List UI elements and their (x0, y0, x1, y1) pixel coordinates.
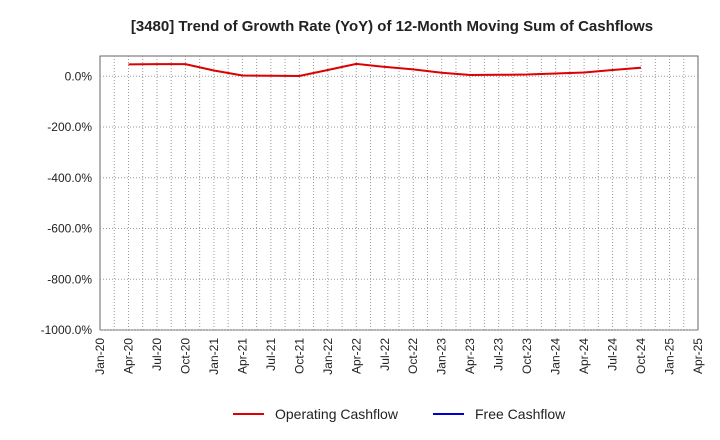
x-tick-label: Jul-22 (378, 338, 392, 371)
plot-area (99, 55, 699, 331)
x-tick-label: Apr-22 (349, 338, 363, 374)
x-tick-label: Oct-20 (178, 338, 192, 374)
x-tick-label: Apr-21 (235, 338, 249, 374)
x-tick-label: Oct-23 (520, 338, 534, 374)
legend-label: Operating Cashflow (275, 406, 399, 422)
x-tick-label: Jul-24 (606, 338, 620, 371)
grid (100, 56, 698, 331)
x-tick-label: Jul-23 (492, 338, 506, 371)
series-line (128, 62, 642, 78)
y-tick-label: -800.0% (47, 272, 92, 286)
y-tick-label: -400.0% (47, 171, 92, 185)
x-tick-label: Jan-20 (93, 338, 107, 375)
x-tick-label: Apr-20 (121, 338, 135, 374)
x-axis-ticks: Jan-20 Apr-20 Jul-20 Oct-20 Jan-21 Apr-21 Jul-… (93, 338, 705, 375)
legend-label: Free Cashflow (475, 406, 566, 422)
x-tick-label: Jul-20 (150, 338, 164, 371)
y-tick-label: -200.0% (47, 120, 92, 134)
x-tick-label: Jan-22 (321, 338, 335, 375)
y-tick-label: 0.0% (65, 69, 93, 83)
x-tick-label: Oct-24 (634, 338, 648, 374)
x-tick-label: Oct-22 (406, 338, 420, 374)
x-tick-label: Jul-21 (264, 338, 278, 371)
x-tick-label: Jan-24 (549, 338, 563, 375)
x-tick-label: Oct-21 (292, 338, 306, 374)
y-axis-ticks: 0.0% -200.0% -400.0% -600.0% -800.0% -1000.0% (41, 69, 93, 337)
x-tick-label: Apr-24 (577, 338, 591, 374)
series-lines (128, 62, 642, 78)
x-tick-label: Apr-25 (691, 338, 705, 374)
x-tick-label: Jan-25 (663, 338, 677, 375)
y-tick-label: -600.0% (47, 222, 92, 236)
chart-title: [3480] Trend of Growth Rate (YoY) of 12-… (131, 18, 653, 35)
plot-background (100, 56, 698, 330)
y-tick-label: -1000.0% (41, 323, 93, 337)
legend: Operating Cashflow Free Cashflow (233, 406, 566, 422)
x-tick-label: Jan-23 (435, 338, 449, 375)
x-tick-label: Jan-21 (207, 338, 221, 375)
x-tick-label: Apr-23 (463, 338, 477, 374)
